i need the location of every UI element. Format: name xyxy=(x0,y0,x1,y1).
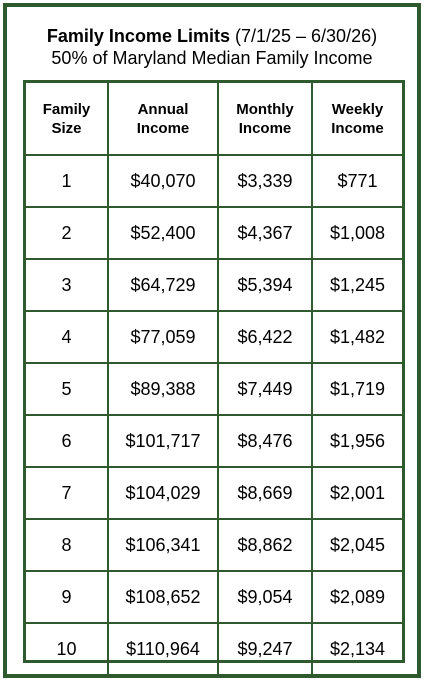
title-main: Family Income Limits xyxy=(46,26,230,46)
cell-monthly-income: $3,339 xyxy=(217,154,313,208)
cell-family-size: 8 xyxy=(26,518,109,572)
header-weekly-income-line2: Income xyxy=(331,119,384,137)
table-row: 4 $77,059 $6,422 $1,482 xyxy=(26,310,402,364)
cell-annual-income: $110,964 xyxy=(107,622,219,674)
table-row: 5 $89,388 $7,449 $1,719 xyxy=(26,362,402,416)
page-title: Family Income Limits (7/1/25 – 6/30/26) xyxy=(7,25,417,47)
income-table-container: Family Size Annual Income Monthly Income… xyxy=(23,80,405,674)
cell-family-size: 2 xyxy=(26,206,109,260)
cell-monthly-income: $5,394 xyxy=(217,258,313,312)
table-row: 2 $52,400 $4,367 $1,008 xyxy=(26,206,402,260)
cell-weekly-income: $1,719 xyxy=(311,362,402,416)
table-row: 8 $106,341 $8,862 $2,045 xyxy=(26,518,402,572)
cell-annual-income: $52,400 xyxy=(107,206,219,260)
cell-annual-income: $108,652 xyxy=(107,570,219,624)
cell-family-size: 1 xyxy=(26,154,109,208)
header-family-size: Family Size xyxy=(26,83,109,156)
header-monthly-income: Monthly Income xyxy=(217,83,313,156)
header-annual-income: Annual Income xyxy=(107,83,219,156)
cell-weekly-income: $1,956 xyxy=(311,414,402,468)
cell-monthly-income: $8,669 xyxy=(217,466,313,520)
header-annual-income-line1: Annual xyxy=(137,100,189,118)
header-weekly-income-line1: Weekly xyxy=(331,100,384,118)
income-limits-panel: Family Income Limits (7/1/25 – 6/30/26) … xyxy=(3,3,421,678)
cell-monthly-income: $6,422 xyxy=(217,310,313,364)
cell-annual-income: $104,029 xyxy=(107,466,219,520)
table-row: 9 $108,652 $9,054 $2,089 xyxy=(26,570,402,624)
cell-weekly-income: $1,482 xyxy=(311,310,402,364)
cell-monthly-income: $7,449 xyxy=(217,362,313,416)
cell-monthly-income: $9,247 xyxy=(217,622,313,674)
cell-family-size: 10 xyxy=(26,622,109,674)
cell-annual-income: $101,717 xyxy=(107,414,219,468)
cell-monthly-income: $8,862 xyxy=(217,518,313,572)
income-table: Family Size Annual Income Monthly Income… xyxy=(26,83,402,674)
header-weekly-income: Weekly Income xyxy=(311,83,402,156)
cell-annual-income: $106,341 xyxy=(107,518,219,572)
cell-family-size: 3 xyxy=(26,258,109,312)
header-family-size-line1: Family xyxy=(42,100,91,118)
cell-weekly-income: $1,008 xyxy=(311,206,402,260)
cell-monthly-income: $4,367 xyxy=(217,206,313,260)
table-row: 7 $104,029 $8,669 $2,001 xyxy=(26,466,402,520)
cell-monthly-income: $9,054 xyxy=(217,570,313,624)
cell-weekly-income: $2,134 xyxy=(311,622,402,674)
cell-family-size: 7 xyxy=(26,466,109,520)
cell-weekly-income: $1,245 xyxy=(311,258,402,312)
cell-family-size: 4 xyxy=(26,310,109,364)
cell-annual-income: $89,388 xyxy=(107,362,219,416)
cell-annual-income: $64,729 xyxy=(107,258,219,312)
cell-family-size: 9 xyxy=(26,570,109,624)
cell-weekly-income: $2,001 xyxy=(311,466,402,520)
cell-family-size: 6 xyxy=(26,414,109,468)
page-subtitle: 50% of Maryland Median Family Income xyxy=(51,48,373,68)
cell-annual-income: $40,070 xyxy=(107,154,219,208)
header-annual-income-line2: Income xyxy=(136,119,190,137)
table-row: 1 $40,070 $3,339 $771 xyxy=(26,154,402,208)
cell-monthly-income: $8,476 xyxy=(217,414,313,468)
cell-annual-income: $77,059 xyxy=(107,310,219,364)
header-monthly-income-line1: Monthly xyxy=(236,100,294,118)
table-row: 6 $101,717 $8,476 $1,956 xyxy=(26,414,402,468)
cell-family-size: 5 xyxy=(26,362,109,416)
title-date-range: (7/1/25 – 6/30/26) xyxy=(234,26,378,46)
table-row: 10 $110,964 $9,247 $2,134 xyxy=(26,622,402,674)
table-header-row: Family Size Annual Income Monthly Income… xyxy=(26,83,402,156)
cell-weekly-income: $2,045 xyxy=(311,518,402,572)
table-row: 3 $64,729 $5,394 $1,245 xyxy=(26,258,402,312)
cell-weekly-income: $771 xyxy=(311,154,402,208)
header-family-size-line2: Size xyxy=(51,119,82,137)
header-monthly-income-line2: Income xyxy=(238,119,292,137)
panel-header: Family Income Limits (7/1/25 – 6/30/26) … xyxy=(7,7,417,69)
cell-weekly-income: $2,089 xyxy=(311,570,402,624)
